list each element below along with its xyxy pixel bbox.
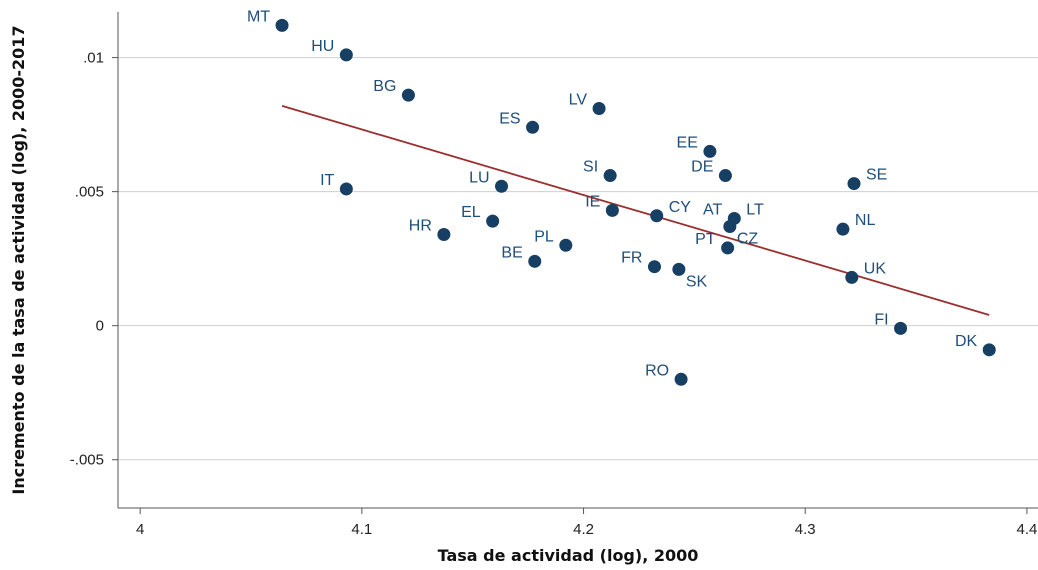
y-tick-label: 0	[96, 318, 104, 335]
x-tick-label: 4	[136, 521, 144, 538]
point-label-fr: FR	[621, 250, 642, 267]
data-point-el	[486, 214, 500, 228]
ticks: -.005 0 .005 .01 4 4.1 4.2 4.3 4.4	[70, 50, 1038, 538]
data-point-be	[528, 254, 542, 268]
point-label-nl: NL	[855, 212, 876, 229]
point-label-cy: CY	[669, 199, 692, 216]
point-label-es: ES	[499, 110, 520, 127]
point-label-ee: EE	[677, 134, 698, 151]
data-point-cy	[650, 209, 664, 223]
x-tick-label: 4.4	[1016, 521, 1037, 538]
data-point-nl	[836, 222, 850, 236]
data-point-ie	[605, 203, 619, 217]
point-label-at: AT	[703, 201, 722, 218]
data-point-fr	[647, 260, 661, 274]
data-point-hu	[339, 48, 353, 62]
data-point-it	[339, 182, 353, 196]
data-point-hr	[437, 228, 451, 242]
data-point-uk	[845, 270, 859, 284]
point-label-mt: MT	[247, 8, 270, 25]
data-point-si	[603, 169, 617, 183]
fit-line	[281, 104, 990, 316]
point-label-se: SE	[866, 167, 887, 184]
point-label-lu: LU	[469, 169, 489, 186]
point-label-hu: HU	[311, 38, 334, 55]
data-point-ro	[674, 372, 688, 386]
point-label-bg: BG	[373, 78, 396, 95]
y-tick-label: -.005	[70, 452, 104, 469]
data-point-cz	[723, 219, 737, 233]
data-point-lv	[592, 102, 606, 116]
fit-line-group	[281, 104, 990, 316]
point-label-lv: LV	[569, 92, 588, 109]
point-label-be: BE	[501, 244, 522, 261]
point-label-dk: DK	[955, 333, 978, 350]
point-label-de: DE	[691, 159, 713, 176]
axes	[117, 12, 1038, 509]
y-tick-label: .01	[83, 50, 104, 67]
x-tick-label: 4.3	[795, 521, 816, 538]
data-point-sk	[672, 262, 686, 276]
point-label-hr: HR	[409, 218, 432, 235]
point-labels: MT HU BG ES LV EE SI DE SE IT LU EL HR IE CY AT LT CZ PT NL…	[247, 8, 978, 379]
data-point-bg	[401, 88, 415, 102]
data-point-mt	[275, 18, 289, 32]
point-label-fi: FI	[874, 311, 888, 328]
x-tick-label: 4.2	[573, 521, 594, 538]
x-tick-label: 4.1	[351, 521, 372, 538]
point-label-ro: RO	[645, 362, 669, 379]
data-point-de	[718, 169, 732, 183]
point-label-pt: PT	[695, 231, 716, 248]
point-label-lt: LT	[746, 201, 764, 218]
point-label-cz: CZ	[737, 230, 759, 247]
x-axis-title: Tasa de actividad (log), 2000	[438, 546, 699, 565]
data-point-fi	[894, 321, 908, 335]
data-point-lu	[495, 179, 509, 193]
data-point-pt	[721, 241, 735, 255]
point-label-el: EL	[461, 204, 481, 221]
point-label-si: SI	[583, 159, 598, 176]
point-label-it: IT	[320, 172, 334, 189]
data-points	[275, 18, 996, 386]
point-label-pl: PL	[534, 228, 554, 245]
gridlines	[118, 57, 1038, 461]
y-tick-label: .005	[75, 184, 104, 201]
point-label-sk: SK	[686, 273, 708, 290]
data-point-ee	[703, 144, 717, 158]
data-point-se	[847, 177, 861, 191]
point-label-ie: IE	[585, 193, 600, 210]
y-axis-title: Incremento de la tasa de actividad (log)…	[9, 25, 28, 494]
point-label-uk: UK	[864, 260, 887, 277]
data-point-es	[526, 120, 540, 134]
data-point-pl	[559, 238, 573, 252]
data-point-dk	[982, 343, 996, 357]
